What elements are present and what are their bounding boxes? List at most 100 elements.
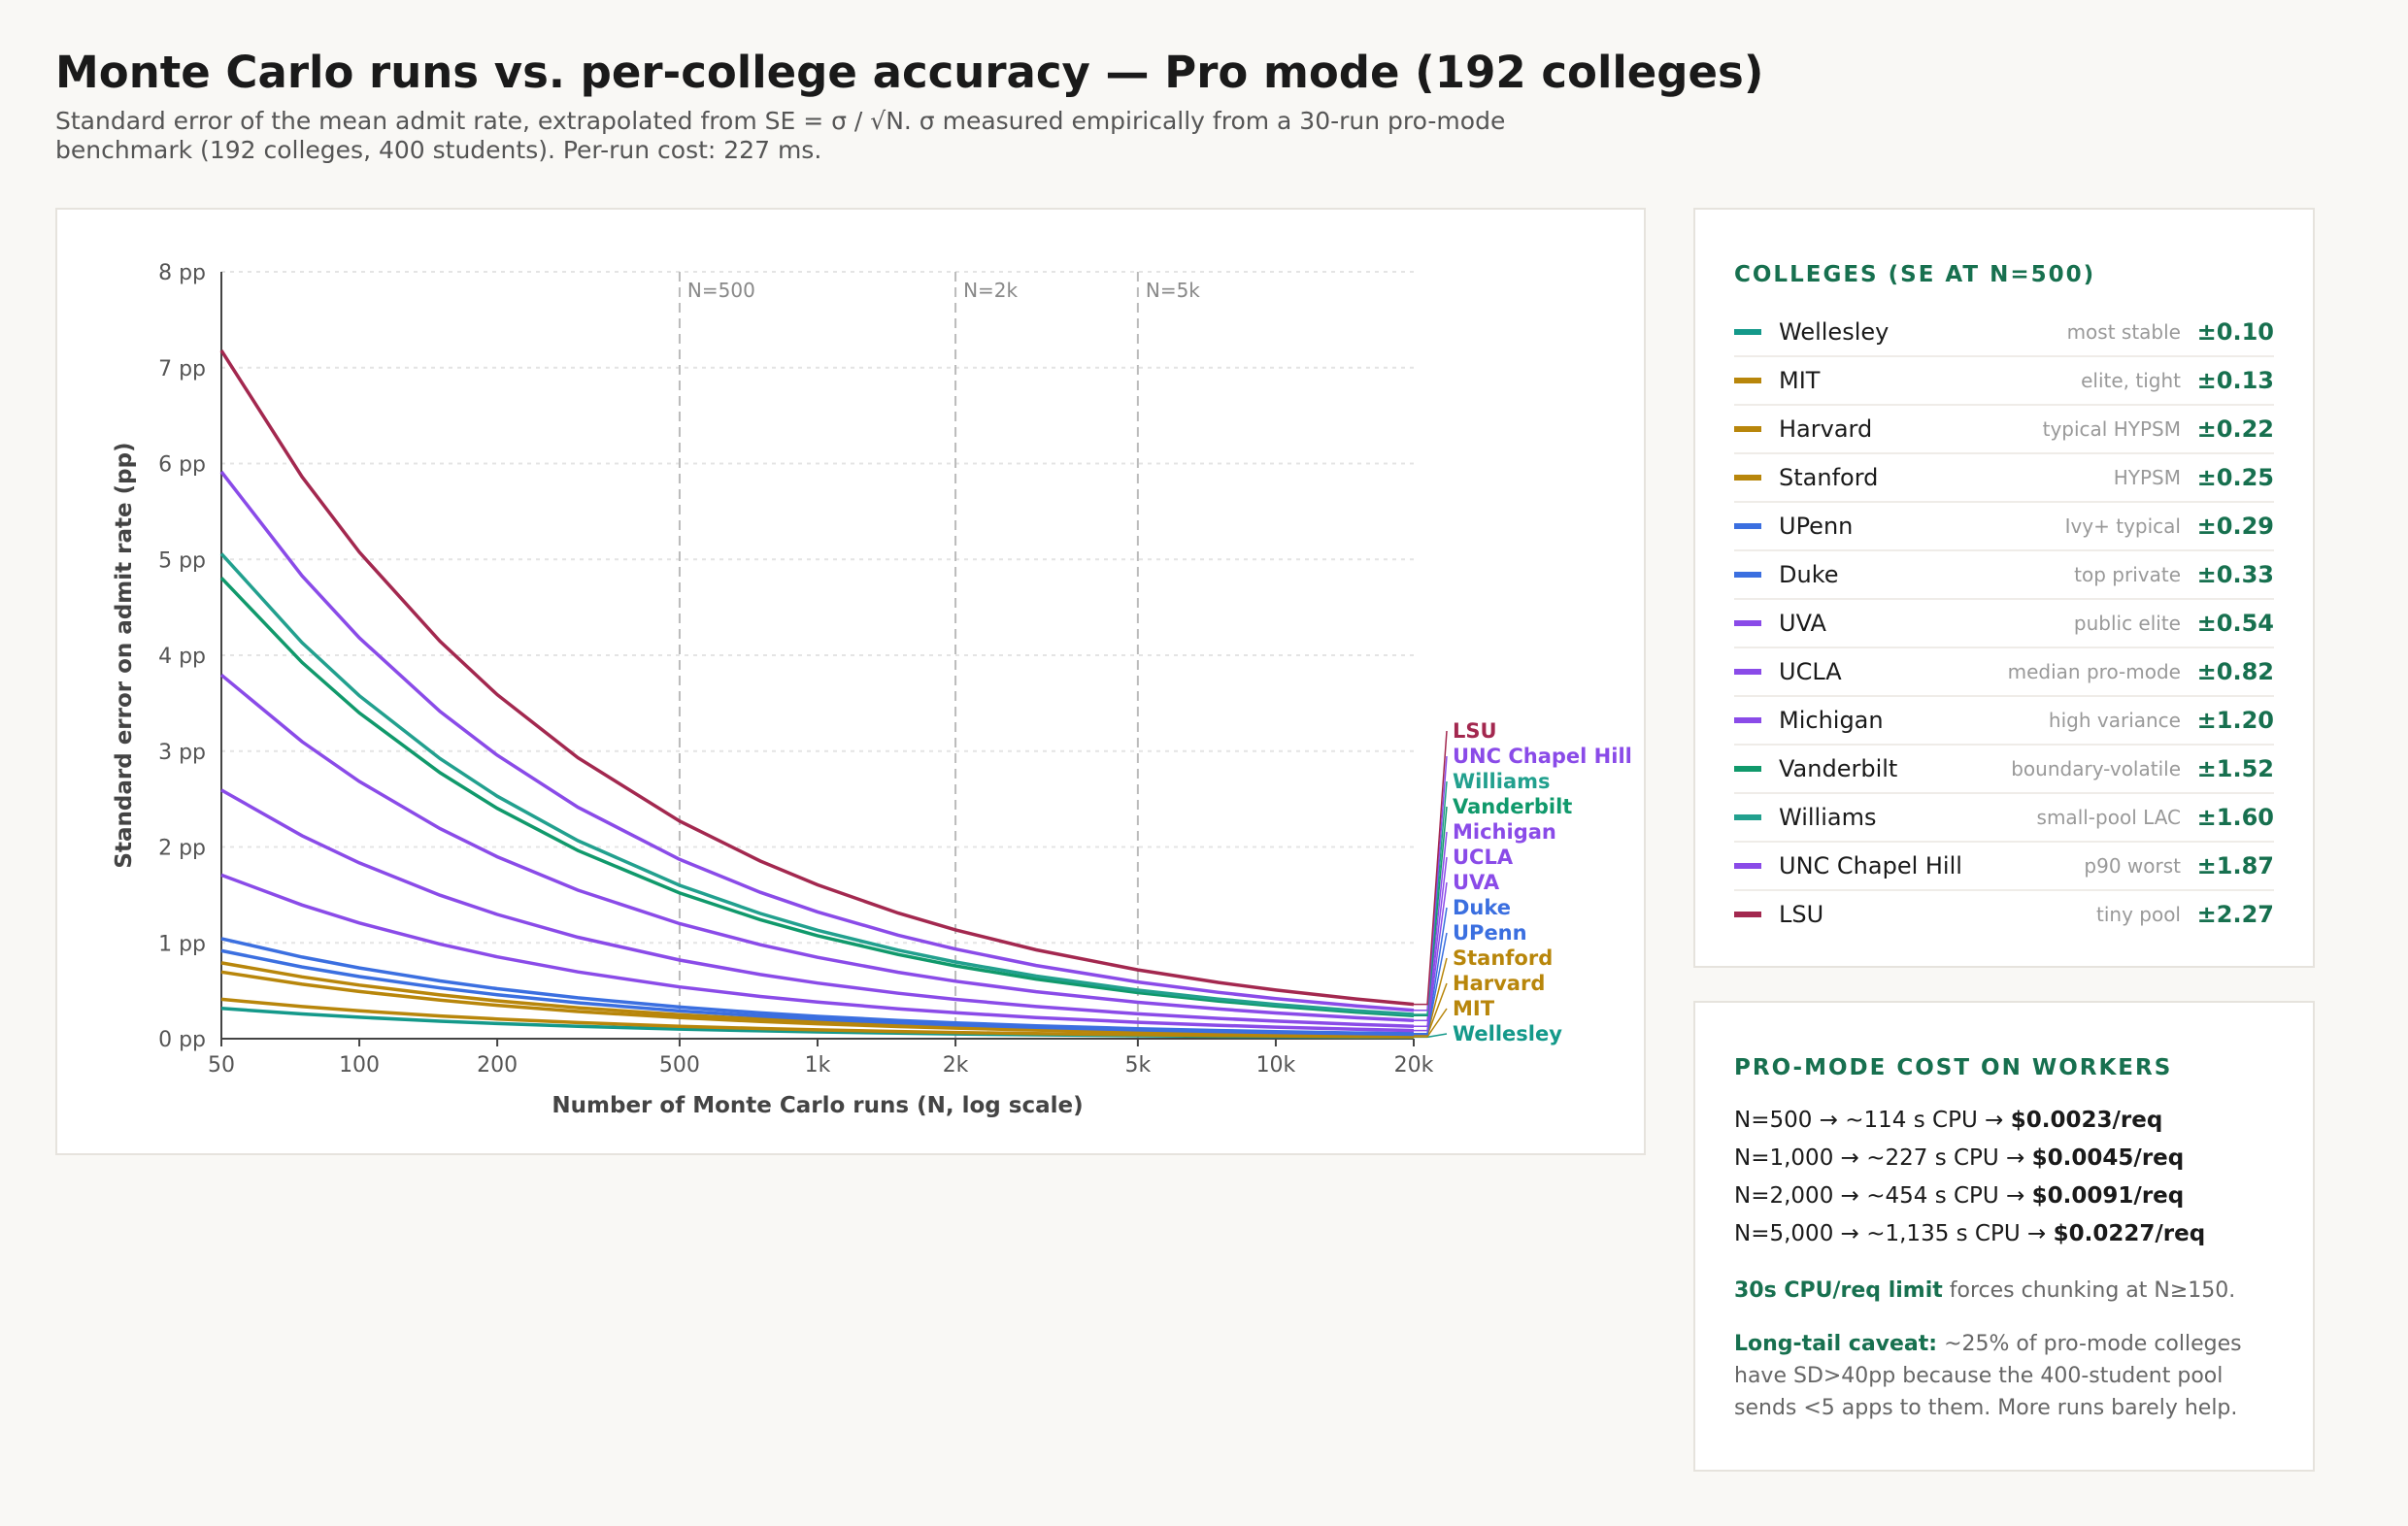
legend-item: Duke top private ±0.33: [1734, 551, 2274, 600]
x-tick-label: 500: [659, 1053, 700, 1078]
legend-swatch: [1734, 378, 1761, 383]
cpu-limit-label: 30s CPU/req limit: [1734, 1278, 1943, 1303]
legend-value: ±1.60: [2196, 804, 2274, 831]
series-label-leader: [1414, 856, 1448, 1027]
x-tick-label: 10k: [1256, 1053, 1296, 1078]
y-tick-label: 7 pp: [158, 357, 206, 382]
cost-line-price: $0.0227/req: [2053, 1221, 2206, 1246]
cost-line-text: N=1,000 → ~227 s CPU →: [1734, 1145, 2032, 1171]
legend-value: ±0.33: [2196, 561, 2274, 588]
cost-line: N=2,000 → ~454 s CPU → $0.0091/req: [1734, 1178, 2274, 1215]
legend-note: most stable: [2066, 320, 2181, 344]
y-tick-label: 8 pp: [158, 261, 206, 285]
legend-name: MIT: [1779, 367, 1821, 394]
legend-name: Michigan: [1779, 707, 1884, 734]
legend-note: high variance: [2048, 709, 2181, 732]
x-tick-label: 5k: [1124, 1053, 1151, 1078]
x-tick-label: 100: [339, 1053, 380, 1078]
x-tick-label: 1k: [805, 1053, 831, 1078]
legend-name: Duke: [1779, 561, 1839, 588]
cost-line-price: $0.0091/req: [2031, 1183, 2185, 1209]
page-title: Monte Carlo runs vs. per-college accurac…: [55, 47, 1764, 98]
caveat-label: Long-tail caveat:: [1734, 1332, 1938, 1356]
caveat-text: ~25% of pro-mode colleges have SD>40pp b…: [1734, 1332, 2242, 1420]
legend-name: Harvard: [1779, 415, 1873, 443]
legend-list: Wellesley most stable ±0.10 MIT elite, t…: [1734, 309, 2274, 938]
cost-lines: N=500 → ~114 s CPU → $0.0023/req N=1,000 …: [1734, 1102, 2274, 1253]
reference-line-label: N=500: [687, 279, 755, 302]
chart-card: 0 pp 1 pp 2 pp 3 pp 4 pp 5 pp 6 pp 7 pp 8 pp N=50…: [55, 208, 1646, 1155]
legend-swatch: [1734, 475, 1761, 481]
series-line: [219, 552, 1415, 1016]
legend-name: Vanderbilt: [1779, 755, 1898, 782]
legend-note: p90 worst: [2084, 854, 2181, 878]
legend-note: small-pool LAC: [2036, 806, 2181, 829]
legend-note: boundary-volatile: [2011, 757, 2181, 780]
cost-panel: PRO-MODE COST ON WORKERS N=500 → ~114 s …: [1693, 1001, 2315, 1472]
legend-item: Michigan high variance ±1.20: [1734, 697, 2274, 746]
x-axis-label: Number of Monte Carlo runs (N, log scale…: [552, 1093, 1083, 1118]
x-tick-label: 20k: [1394, 1053, 1434, 1078]
legend-name: UCLA: [1779, 658, 1842, 685]
series-end-label: Duke: [1453, 896, 1511, 919]
legend-item: UPenn Ivy+ typical ±0.29: [1734, 503, 2274, 551]
series-label-leader: [1414, 780, 1448, 1015]
caveat-note: Long-tail caveat: ~25% of pro-mode colle…: [1734, 1328, 2274, 1424]
series-line: [219, 470, 1415, 1012]
series-line: [220, 997, 1415, 1039]
legend-swatch: [1734, 912, 1761, 917]
legend-note: typical HYPSM: [2042, 417, 2181, 441]
series-label-leader: [1414, 881, 1448, 1032]
series-line: [219, 673, 1415, 1023]
series-end-label: UPenn: [1453, 921, 1527, 945]
legend-note: Ivy+ typical: [2064, 514, 2181, 538]
legend-name: Wellesley: [1779, 318, 1890, 346]
legend-note: top private: [2074, 563, 2181, 586]
cost-line-price: $0.0045/req: [2031, 1145, 2185, 1171]
series-end-label: Vanderbilt: [1453, 795, 1572, 818]
y-tick-label: 0 pp: [158, 1028, 206, 1052]
cost-line-text: N=500 → ~114 s CPU →: [1734, 1108, 2011, 1133]
cost-line-text: N=2,000 → ~454 s CPU →: [1734, 1183, 2032, 1209]
legend-swatch: [1734, 329, 1761, 335]
y-tick-label: 5 pp: [158, 548, 206, 573]
legend-swatch: [1734, 620, 1761, 626]
legend-swatch: [1734, 669, 1761, 675]
cost-line: N=1,000 → ~227 s CPU → $0.0045/req: [1734, 1140, 2274, 1178]
series-end-label: UVA: [1453, 871, 1500, 894]
legend-swatch: [1734, 572, 1761, 578]
series-end-label: MIT: [1453, 997, 1495, 1020]
cost-line-price: $0.0023/req: [2010, 1108, 2163, 1133]
series-end-label: UNC Chapel Hill: [1453, 745, 1632, 768]
series-label-leader: [1414, 831, 1448, 1022]
reference-line-label: N=2k: [963, 279, 1018, 302]
cost-line: N=5,000 → ~1,135 s CPU → $0.0227/req: [1734, 1215, 2274, 1253]
legend-name: LSU: [1779, 901, 1824, 928]
series-line: [220, 873, 1415, 1033]
cost-line-text: N=5,000 → ~1,135 s CPU →: [1734, 1221, 2054, 1246]
cpu-limit-note: 30s CPU/req limit forces chunking at N≥1…: [1734, 1275, 2274, 1307]
legend-panel: COLLEGES (SE AT N=500) Wellesley most st…: [1693, 208, 2315, 968]
legend-value: ±0.10: [2196, 318, 2274, 346]
y-tick-label: 4 pp: [158, 645, 206, 669]
legend-name: UPenn: [1779, 513, 1854, 540]
page-subtitle: Standard error of the mean admit rate, e…: [55, 107, 1506, 164]
y-tick-label: 2 pp: [158, 837, 206, 861]
series-label-leader: [1414, 806, 1448, 1017]
legend-swatch: [1734, 426, 1761, 432]
legend-value: ±0.82: [2196, 658, 2274, 685]
legend-value: ±0.22: [2196, 415, 2274, 443]
series-end-label: LSU: [1453, 719, 1497, 743]
legend-swatch: [1734, 523, 1761, 529]
legend-swatch: [1734, 814, 1761, 820]
cost-line: N=500 → ~114 s CPU → $0.0023/req: [1734, 1102, 2274, 1140]
legend-item: Stanford HYPSM ±0.25: [1734, 454, 2274, 503]
legend-note: public elite: [2073, 612, 2181, 635]
legend-item: Williams small-pool LAC ±1.60: [1734, 794, 2274, 843]
legend-value: ±1.52: [2196, 755, 2274, 782]
cost-title: PRO-MODE COST ON WORKERS: [1734, 1055, 2173, 1080]
legend-item: UVA public elite ±0.54: [1734, 600, 2274, 648]
legend-item: Vanderbilt boundary-volatile ±1.52: [1734, 746, 2274, 794]
reference-line-label: N=5k: [1146, 279, 1200, 302]
x-tick-label: 50: [208, 1053, 235, 1078]
